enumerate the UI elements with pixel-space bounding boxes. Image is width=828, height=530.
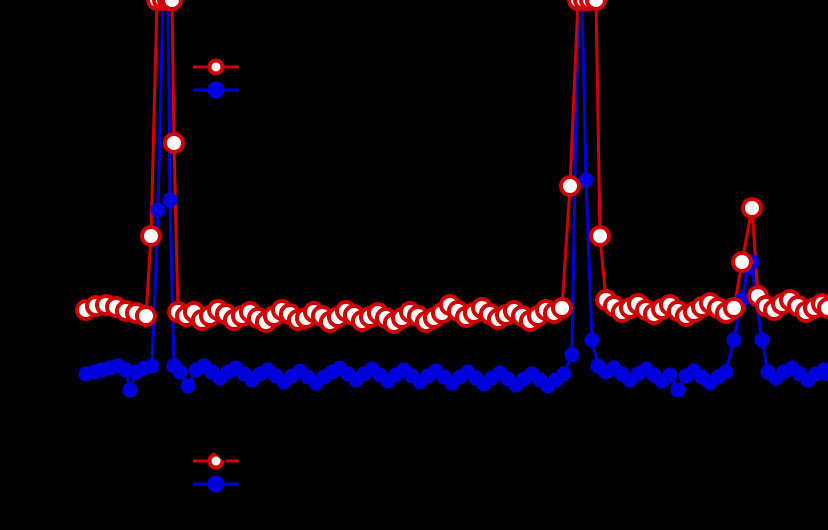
data-point-blue [172,364,188,380]
data-point-red [731,251,753,273]
legend-row-red[interactable] [193,55,393,78]
data-point-blue [584,332,600,348]
legend-row-blue-bottom[interactable] [193,472,393,495]
legend-row-blue[interactable] [193,78,393,101]
data-point-blue [718,364,734,380]
data-point-red [585,0,607,11]
data-point-red [135,305,157,327]
data-point-blue [754,332,770,348]
legend-top [193,55,393,101]
data-point-blue [670,382,686,398]
legend-marker-red-open-circle [207,58,225,75]
data-point-red [161,0,183,11]
data-point-blue [820,366,828,382]
data-point-blue [180,378,196,394]
data-point-red [551,297,573,319]
data-point-blue [578,172,594,188]
legend-bottom [193,449,393,495]
data-point-red [163,132,185,154]
data-point-blue [564,347,580,363]
data-point-blue [726,332,742,348]
legend-marker-blue-filled-circle-bottom [207,475,225,492]
data-point-blue [150,202,166,218]
series-red-lines [84,0,828,325]
data-point-blue [144,358,160,374]
legend-row-red-bottom[interactable] [193,449,393,472]
data-point-red [723,297,745,319]
data-point-blue [122,382,138,398]
legend-marker-blue-filled-circle [207,81,225,98]
data-point-red [140,225,162,247]
data-point-red [741,197,763,219]
series-blue-markers [78,0,828,398]
data-point-blue [556,366,572,382]
data-point-blue [162,192,178,208]
data-point-red [589,225,611,247]
data-point-blue [662,367,678,383]
series-red-markers [75,0,828,334]
data-point-red [817,297,828,319]
data-point-red [559,175,581,197]
